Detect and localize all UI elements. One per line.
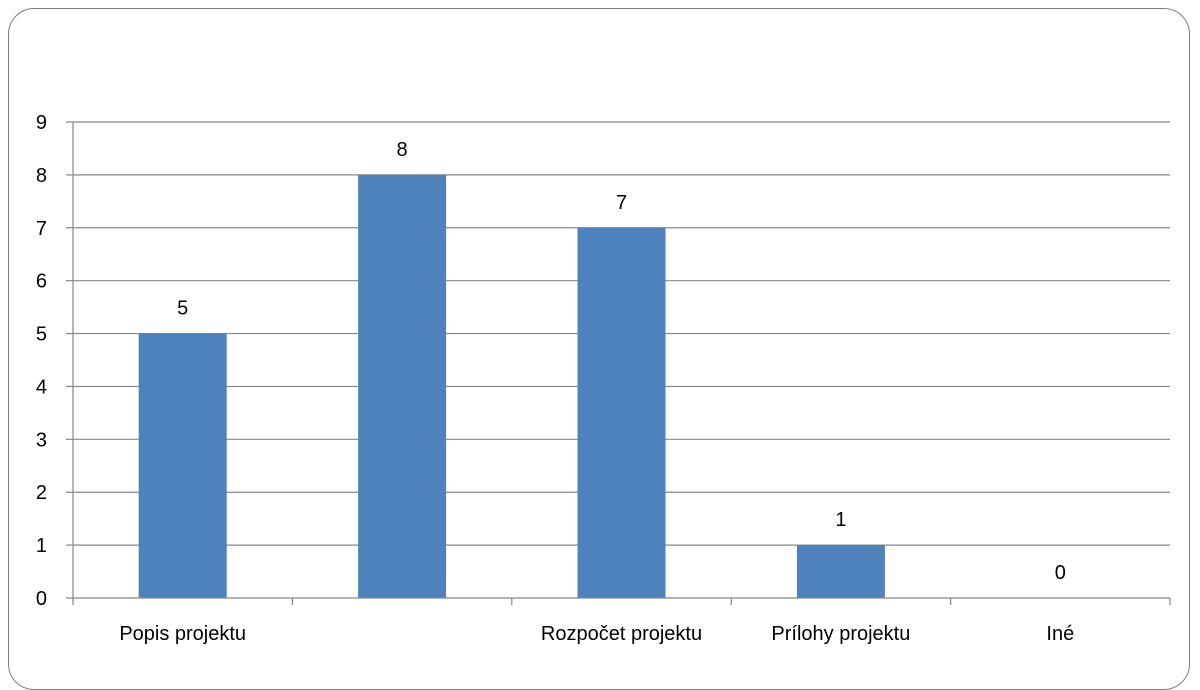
x-tick-label: Prílohy projektu <box>771 623 910 645</box>
data-label: 8 <box>397 139 408 161</box>
y-tick-label: 2 <box>36 482 47 504</box>
bar <box>138 333 227 598</box>
data-label: 0 <box>1055 562 1066 584</box>
x-tick-label: Rozpočet projektu <box>541 623 702 645</box>
labels: 0 1 2 3 4 5 6 7 8 9 5 Popis projektu 8 7 Rozpočet proj… <box>36 112 1074 645</box>
y-tick-label: 0 <box>36 588 47 610</box>
y-tick-label: 1 <box>36 535 47 557</box>
x-tick-label: Iné <box>1046 623 1074 645</box>
data-label: 7 <box>616 192 627 214</box>
bar <box>577 227 666 598</box>
y-tick-label: 5 <box>36 324 47 346</box>
bars <box>138 174 885 598</box>
y-tick-label: 8 <box>36 165 47 187</box>
axes <box>66 121 1171 605</box>
y-tick-label: 4 <box>36 376 47 398</box>
bar <box>358 174 447 598</box>
y-tick-label: 9 <box>36 112 47 134</box>
y-tick-label: 6 <box>36 271 47 293</box>
x-tick-label: Popis projektu <box>119 623 246 645</box>
data-label: 5 <box>177 298 188 320</box>
y-tick-label: 3 <box>36 429 47 451</box>
y-tick-label: 7 <box>36 218 47 240</box>
bar <box>796 545 885 598</box>
data-label: 1 <box>835 509 846 531</box>
